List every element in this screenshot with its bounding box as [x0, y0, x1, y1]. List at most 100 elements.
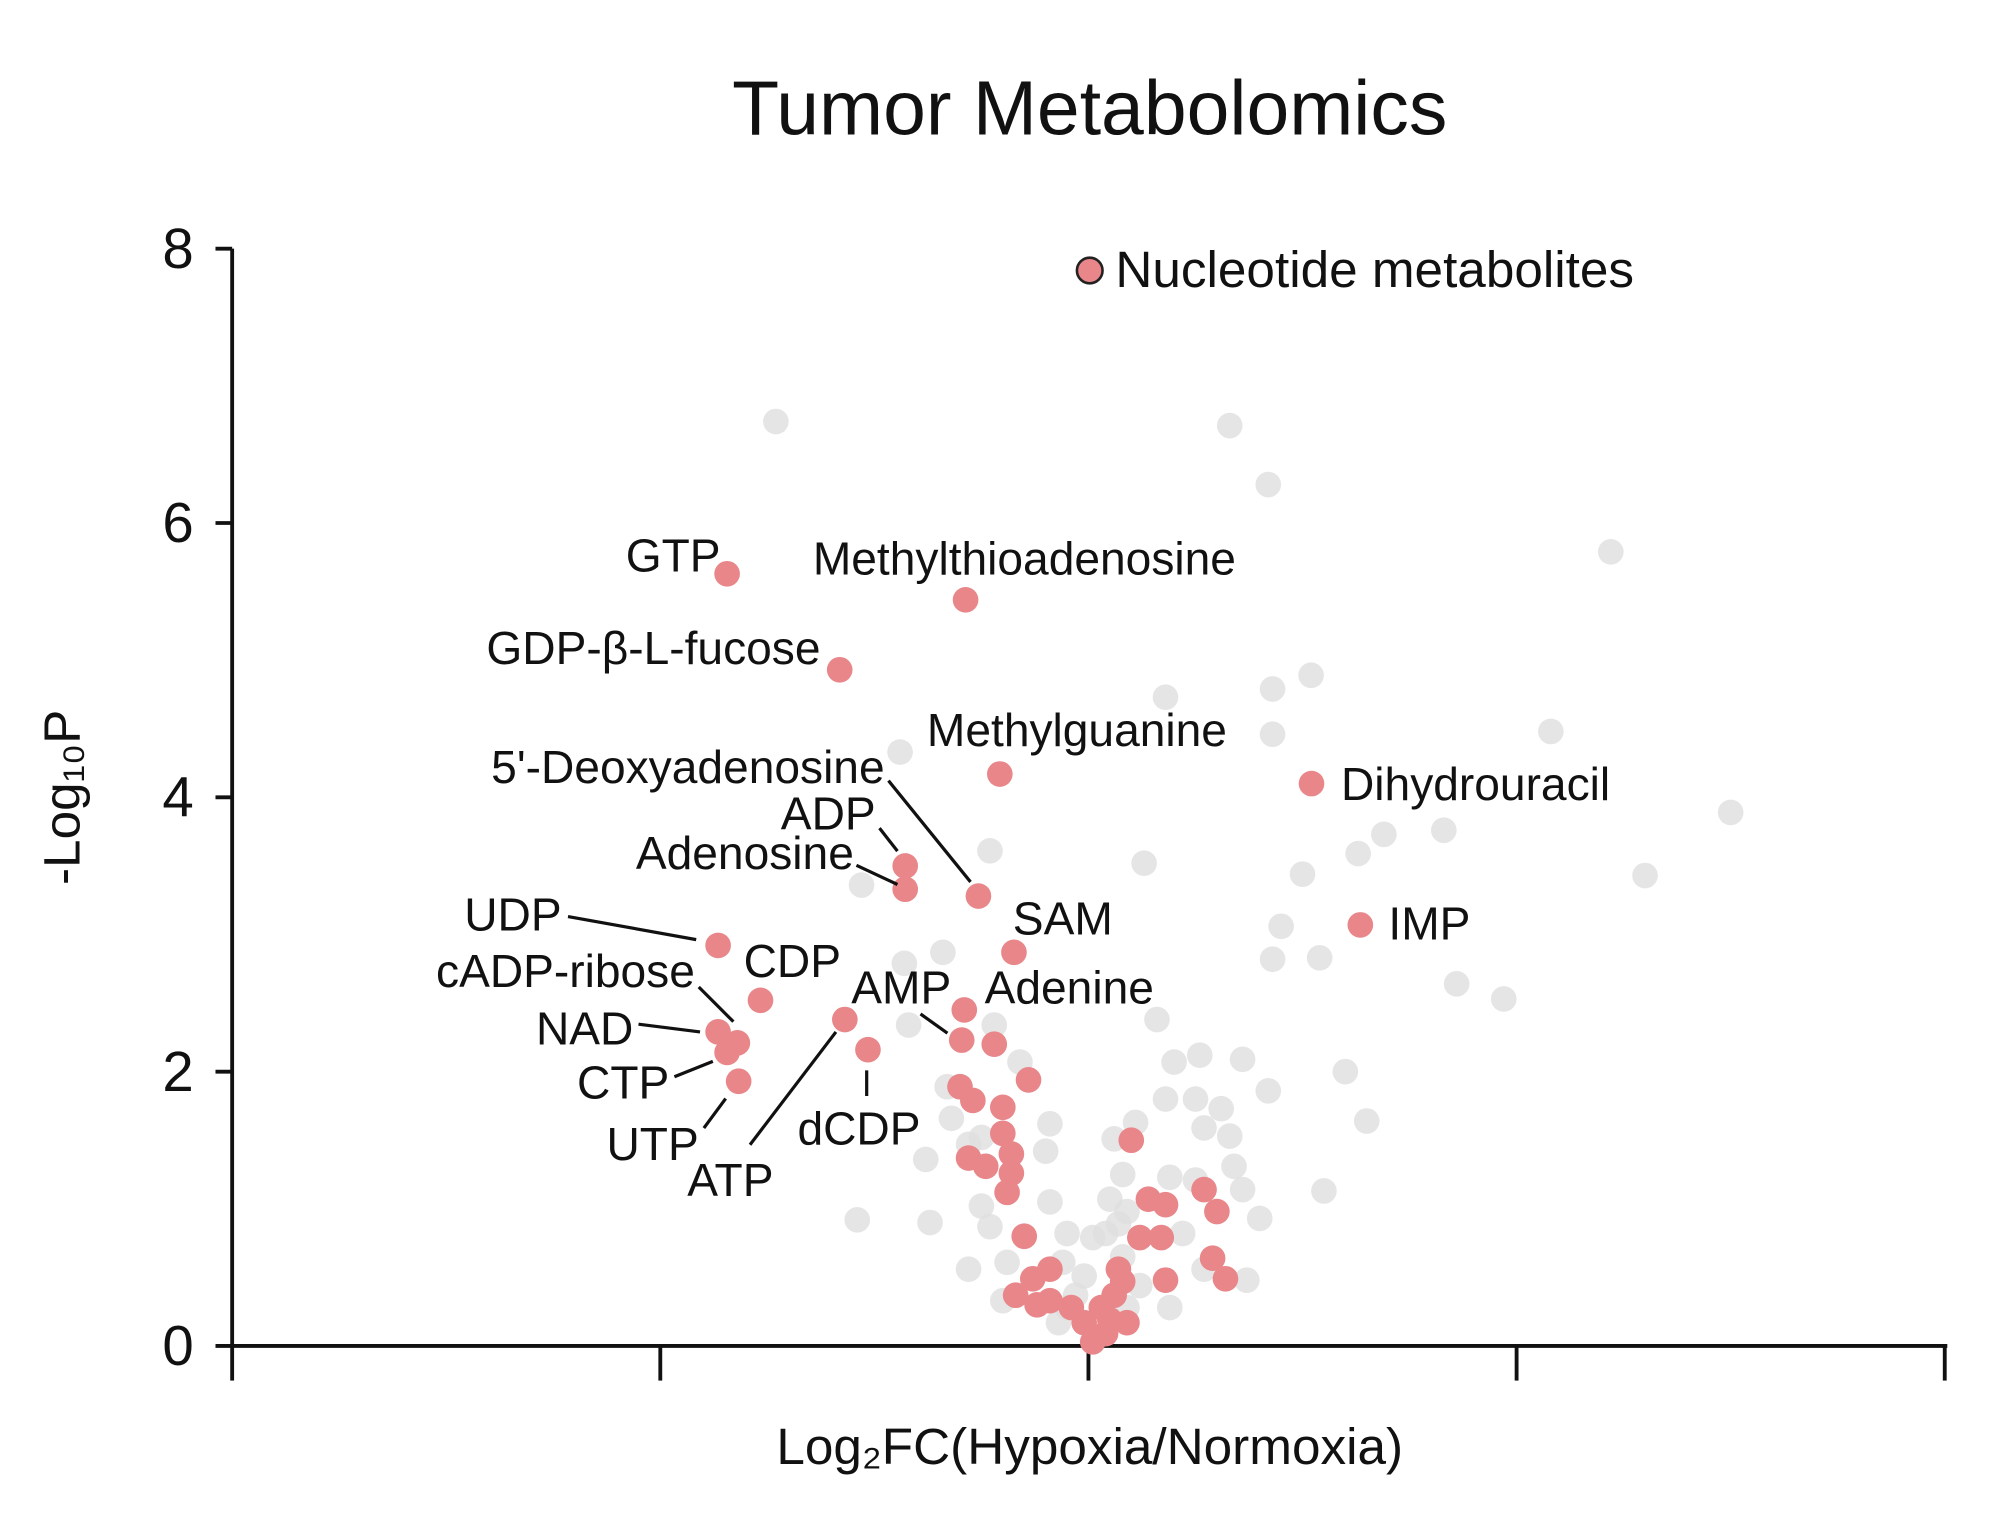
background-point — [917, 1209, 943, 1236]
background-point — [938, 1105, 965, 1132]
y-tick-label: 6 — [162, 491, 193, 554]
background-point — [1229, 1046, 1256, 1073]
background-point — [1071, 1263, 1097, 1289]
highlight-point — [952, 586, 979, 613]
highlight-point — [1002, 1282, 1029, 1309]
background-point — [1430, 817, 1457, 844]
point-label: ADP — [781, 787, 876, 839]
background-point — [1169, 1220, 1196, 1247]
background-point — [891, 950, 918, 977]
background-point — [1289, 861, 1316, 887]
leader-line — [748, 1030, 838, 1146]
background-point — [1332, 1058, 1359, 1085]
point-label: Adenosine — [636, 827, 854, 879]
background-point — [1037, 1189, 1063, 1215]
highlight-point — [1152, 1267, 1179, 1293]
background-point — [1353, 1108, 1380, 1134]
background-point — [1152, 1086, 1179, 1112]
highlight-point — [1152, 1191, 1179, 1218]
y-tick-label: 0 — [162, 1314, 193, 1377]
background-point — [977, 838, 1003, 864]
point-label: Adenine — [985, 962, 1154, 1014]
highlight-point — [1071, 1309, 1097, 1336]
point-label: NAD — [536, 1003, 633, 1055]
highlight-point — [725, 1068, 752, 1095]
leader-line — [878, 827, 899, 853]
highlight-point — [705, 932, 731, 959]
leader-line — [702, 1097, 727, 1130]
background-point — [1182, 1086, 1209, 1112]
background-point — [1597, 538, 1624, 565]
background-point — [955, 1256, 982, 1282]
background-point — [1490, 986, 1517, 1012]
highlight-point — [960, 1087, 986, 1114]
background-point — [1032, 1138, 1059, 1165]
background-point — [1443, 971, 1470, 997]
background-point — [1345, 840, 1372, 867]
background-point — [763, 408, 789, 435]
chart-title: Tumor Metabolomics — [732, 66, 1447, 152]
leader-line — [919, 1012, 949, 1035]
background-point — [1186, 1042, 1213, 1069]
y-tick-label: 4 — [162, 766, 193, 829]
background-point — [1255, 1078, 1282, 1104]
background-point — [1259, 721, 1286, 748]
background-point — [887, 739, 913, 765]
background-point — [1216, 1123, 1243, 1149]
background-point — [1306, 944, 1333, 971]
background-point — [1216, 412, 1243, 439]
highlight-point — [1011, 1223, 1038, 1250]
highlight-point — [705, 1019, 731, 1045]
background-point — [1156, 1294, 1183, 1321]
background-point — [1105, 1211, 1132, 1237]
background-point — [1221, 1153, 1247, 1180]
y-tick-label: 8 — [162, 217, 193, 280]
legend-marker — [1075, 256, 1104, 285]
highlight-point — [892, 876, 919, 903]
point-label: UDP — [464, 889, 561, 941]
highlight-point — [972, 1153, 999, 1180]
background-point — [1234, 1267, 1260, 1293]
point-label: AMP — [851, 962, 951, 1014]
highlight-point — [1204, 1198, 1230, 1225]
point-label: IMP — [1388, 898, 1470, 950]
highlight-point — [1127, 1224, 1153, 1251]
y-tick-label: 2 — [162, 1040, 193, 1103]
background-point — [1156, 1164, 1183, 1191]
y-axis-title: -Log₁₀P — [34, 710, 91, 885]
highlight-point — [1037, 1287, 1063, 1314]
background-point — [1144, 1006, 1170, 1033]
highlight-point — [998, 1141, 1025, 1167]
highlight-point — [747, 987, 774, 1014]
background-point — [1229, 1176, 1256, 1203]
leader-line — [567, 914, 697, 942]
highlight-point — [1199, 1245, 1226, 1272]
background-point — [981, 1012, 1008, 1038]
background-point — [1371, 821, 1397, 848]
background-point — [1109, 1161, 1136, 1188]
highlight-point — [714, 1039, 740, 1066]
highlight-point — [1212, 1265, 1239, 1292]
point-label: Dihydrouracil — [1341, 758, 1610, 810]
background-point — [1161, 1049, 1187, 1075]
background-point — [1037, 1110, 1063, 1137]
background-point — [1311, 1178, 1337, 1204]
point-label: Methylthioadenosine — [813, 532, 1236, 584]
point-label: CTP — [577, 1057, 669, 1109]
background-point — [1298, 662, 1324, 689]
highlight-point — [1019, 1265, 1046, 1292]
highlight-point — [1148, 1224, 1175, 1251]
highlight-point — [1001, 939, 1027, 966]
background-point — [977, 1213, 1003, 1240]
background-point — [968, 1193, 995, 1219]
background-point — [1191, 1115, 1217, 1141]
highlight-point — [994, 1179, 1020, 1206]
leader-line — [638, 1022, 701, 1034]
background-point — [1152, 684, 1179, 711]
point-label: CDP — [744, 935, 841, 987]
point-label: cADP-ribose — [436, 945, 695, 997]
highlight-point — [998, 1160, 1025, 1186]
x-axis-title: Log₂FC(Hypoxia/Normoxia) — [776, 1418, 1403, 1475]
highlight-point — [981, 1031, 1008, 1058]
